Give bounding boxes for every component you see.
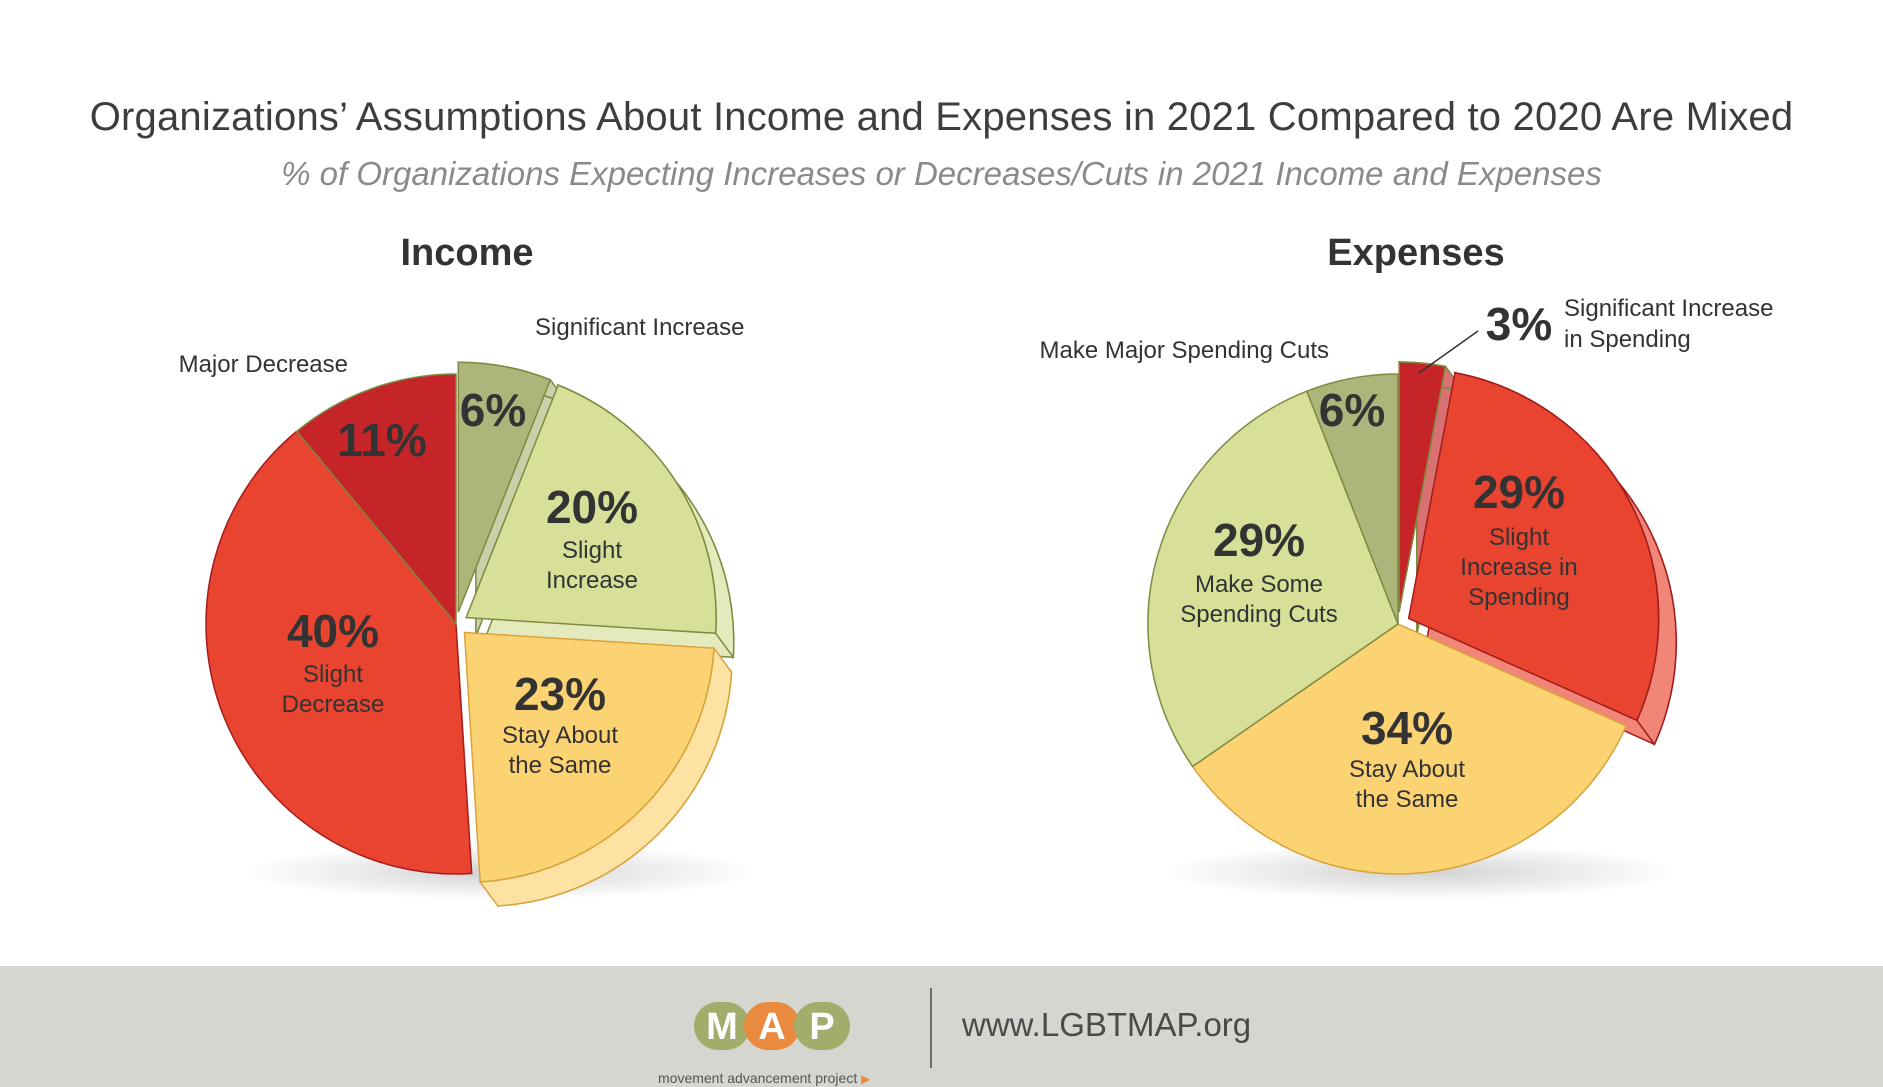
expenses-leader-line xyxy=(1418,330,1479,374)
play-arrow-icon: ▶ xyxy=(861,1072,871,1086)
expenses-label-some-cuts-2: Spending Cuts xyxy=(1180,601,1337,628)
income-label-slight-decrease-2: Decrease xyxy=(282,691,385,718)
expenses-value-slight-increase: 29% xyxy=(1473,466,1565,518)
expenses-label-significant-increase-2: in Spending xyxy=(1564,326,1691,353)
income-value-significant-increase: 6% xyxy=(460,384,526,436)
expenses-pie-chart: Expenses 3% Significant Increase in Spen… xyxy=(1040,232,1773,900)
expenses-label-same-2: the Same xyxy=(1356,786,1459,813)
expenses-value-major-cuts: 6% xyxy=(1319,384,1385,436)
pie-slice xyxy=(1147,390,1399,768)
footer: M A P movement advancement project ▶ www… xyxy=(0,966,1883,1087)
website-link[interactable]: www.LGBTMAP.org xyxy=(962,1006,1252,1043)
map-logo-mark: M A P xyxy=(694,1002,850,1050)
expenses-label-same-1: Stay About xyxy=(1349,756,1465,783)
income-pie-chart: Income Significant Increase 6% 20% Sligh… xyxy=(179,232,760,907)
income-label-significant-increase: Significant Increase xyxy=(535,314,744,341)
map-logo[interactable]: M A P movement advancement project ▶ xyxy=(650,988,910,1086)
expenses-chart-title: Expenses xyxy=(1327,232,1504,274)
expenses-label-slight-increase-2: Increase in xyxy=(1460,554,1577,581)
income-label-slight-increase-1: Slight xyxy=(562,537,622,564)
expenses-label-some-cuts-1: Make Some xyxy=(1195,571,1323,598)
income-value-slight-increase: 20% xyxy=(546,481,638,533)
chart-title: Organizations’ Assumptions About Income … xyxy=(89,95,1794,139)
logo-tile-p xyxy=(794,1002,850,1050)
expenses-pie-slices xyxy=(1147,361,1660,875)
logo-tile-m xyxy=(694,1002,750,1050)
income-chart-title: Income xyxy=(400,232,533,274)
pie-charts: Income Significant Increase 6% 20% Sligh… xyxy=(179,232,1773,907)
income-pie-slices xyxy=(205,361,717,883)
income-value-slight-decrease: 40% xyxy=(287,605,379,657)
logo-tagline-text: movement advancement project xyxy=(658,1070,858,1086)
expenses-value-significant-increase: 3% xyxy=(1486,298,1552,350)
pie-slice xyxy=(1407,371,1660,722)
income-label-same-1: Stay About xyxy=(502,722,618,749)
logo-letter-m: M xyxy=(706,1006,738,1048)
pie-slice xyxy=(1305,373,1399,625)
expenses-label-significant-increase-1: Significant Increase xyxy=(1564,295,1773,322)
income-label-same-2: the Same xyxy=(509,752,612,779)
expenses-label-slight-increase-3: Spending xyxy=(1468,584,1569,611)
income-value-same: 23% xyxy=(514,668,606,720)
income-value-major-decrease: 11% xyxy=(337,414,427,466)
pie-slice xyxy=(1191,623,1628,875)
pie-slice xyxy=(295,373,457,627)
footer-divider xyxy=(930,988,932,1068)
pie-slice xyxy=(205,430,473,875)
expenses-value-some-cuts: 29% xyxy=(1213,514,1305,566)
expenses-value-same: 34% xyxy=(1361,702,1453,754)
expenses-label-slight-increase-1: Slight xyxy=(1489,524,1549,551)
income-label-slight-increase-2: Increase xyxy=(546,567,638,594)
logo-tile-a xyxy=(744,1002,800,1050)
pie-slice xyxy=(465,384,717,635)
pie-slice xyxy=(1398,361,1447,613)
logo-letter-p: P xyxy=(809,1006,834,1048)
pie-slice xyxy=(463,631,715,883)
expenses-label-major-cuts: Make Major Spending Cuts xyxy=(1040,337,1329,364)
pie-slice xyxy=(457,361,552,613)
income-label-major-decrease: Major Decrease xyxy=(179,351,348,378)
income-label-slight-decrease-1: Slight xyxy=(303,661,363,688)
logo-letter-a: A xyxy=(758,1006,785,1048)
logo-tagline: movement advancement project ▶ xyxy=(658,1070,870,1086)
chart-subtitle: % of Organizations Expecting Increases o… xyxy=(281,155,1602,192)
